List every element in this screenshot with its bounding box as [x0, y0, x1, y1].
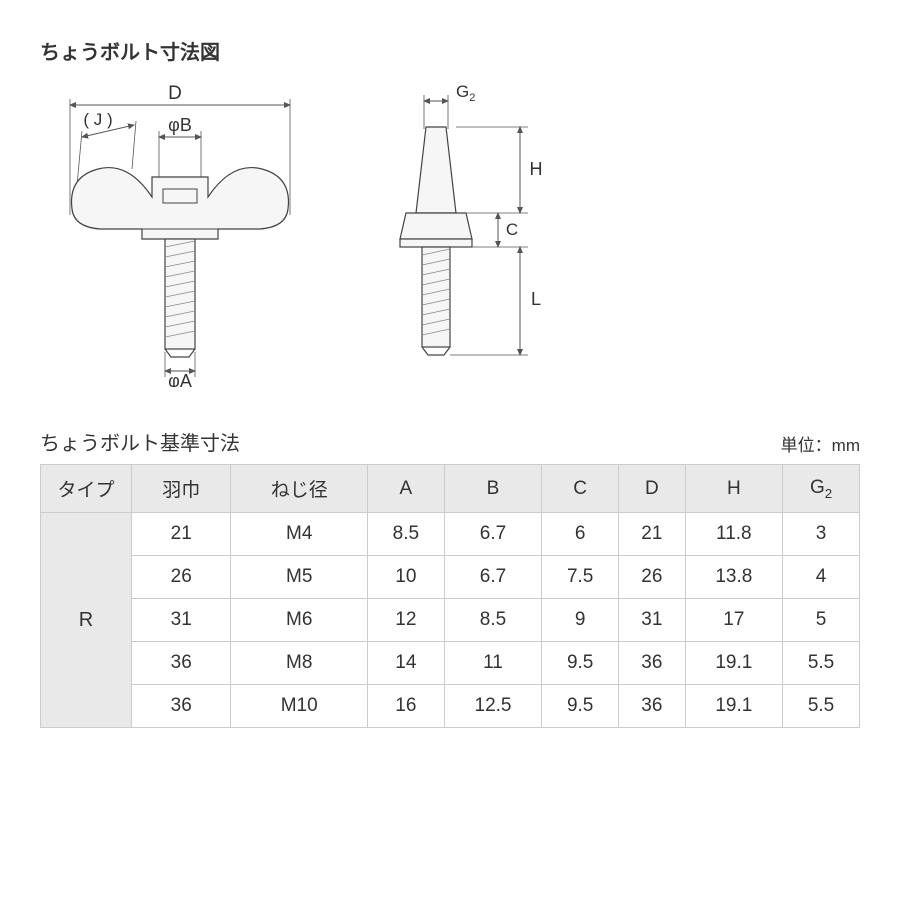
table-header-row: タイプ 羽巾 ねじ径 A B C D H G2	[41, 465, 860, 513]
table-cell: M6	[231, 599, 368, 642]
side-view-diagram: G2 H C L	[360, 77, 580, 387]
table-cell: 14	[367, 642, 444, 685]
table-cell: 36	[132, 642, 231, 685]
table-cell: 19.1	[685, 685, 782, 728]
label-C: C	[506, 220, 518, 239]
th-G2: G2	[783, 465, 860, 513]
table-cell: 6.7	[444, 513, 541, 556]
table-cell: 9.5	[542, 685, 619, 728]
table-row: 26M5106.77.52613.84	[41, 556, 860, 599]
type-cell: R	[41, 513, 132, 728]
front-view-diagram: D ( J ) φB	[40, 77, 320, 387]
table-cell: 5	[783, 599, 860, 642]
table-cell: 5.5	[783, 642, 860, 685]
dimensions-table: タイプ 羽巾 ねじ径 A B C D H G2 R21M48.56.762111…	[40, 464, 860, 728]
table-cell: 21	[619, 513, 686, 556]
table-cell: 6.7	[444, 556, 541, 599]
diagram-container: D ( J ) φB	[40, 77, 860, 387]
table-cell: 11	[444, 642, 541, 685]
th-D: D	[619, 465, 686, 513]
th-wingwidth: 羽巾	[132, 465, 231, 513]
table-cell: 17	[685, 599, 782, 642]
table-cell: 8.5	[367, 513, 444, 556]
table-cell: 11.8	[685, 513, 782, 556]
label-J: ( J )	[83, 110, 112, 129]
table-cell: 19.1	[685, 642, 782, 685]
table-cell: 9	[542, 599, 619, 642]
th-thread: ねじ径	[231, 465, 368, 513]
table-cell: 36	[619, 685, 686, 728]
table-cell: 8.5	[444, 599, 541, 642]
table-cell: M5	[231, 556, 368, 599]
table-row: R21M48.56.762111.83	[41, 513, 860, 556]
table-cell: 31	[132, 599, 231, 642]
table-row: 31M6128.5931175	[41, 599, 860, 642]
table-subtitle: ちょうボルト基準寸法	[40, 427, 240, 456]
table-cell: 31	[619, 599, 686, 642]
table-cell: 21	[132, 513, 231, 556]
table-cell: 3	[783, 513, 860, 556]
table-cell: 5.5	[783, 685, 860, 728]
label-phiB: φB	[168, 115, 192, 135]
table-cell: 26	[619, 556, 686, 599]
table-cell: 36	[132, 685, 231, 728]
unit-label: 単位：mm	[781, 431, 860, 456]
wing-side	[416, 127, 456, 213]
table-cell: 12	[367, 599, 444, 642]
table-cell: M4	[231, 513, 368, 556]
table-cell: 12.5	[444, 685, 541, 728]
label-H: H	[530, 159, 543, 179]
th-H: H	[685, 465, 782, 513]
th-A: A	[367, 465, 444, 513]
table-row: 36M814119.53619.15.5	[41, 642, 860, 685]
table-cell: 4	[783, 556, 860, 599]
th-type: タイプ	[41, 465, 132, 513]
label-L: L	[531, 289, 541, 309]
table-cell: M8	[231, 642, 368, 685]
label-D: D	[168, 83, 182, 104]
table-cell: 16	[367, 685, 444, 728]
table-cell: M10	[231, 685, 368, 728]
th-B: B	[444, 465, 541, 513]
table-cell: 6	[542, 513, 619, 556]
table-cell: 26	[132, 556, 231, 599]
table-cell: 9.5	[542, 642, 619, 685]
label-phiA: φA	[168, 371, 192, 387]
table-cell: 7.5	[542, 556, 619, 599]
table-cell: 36	[619, 642, 686, 685]
label-G2: G2	[456, 82, 475, 104]
table-cell: 10	[367, 556, 444, 599]
table-cell: 13.8	[685, 556, 782, 599]
diagram-title: ちょうボルト寸法図	[40, 36, 860, 65]
table-row: 36M101612.59.53619.15.5	[41, 685, 860, 728]
th-C: C	[542, 465, 619, 513]
